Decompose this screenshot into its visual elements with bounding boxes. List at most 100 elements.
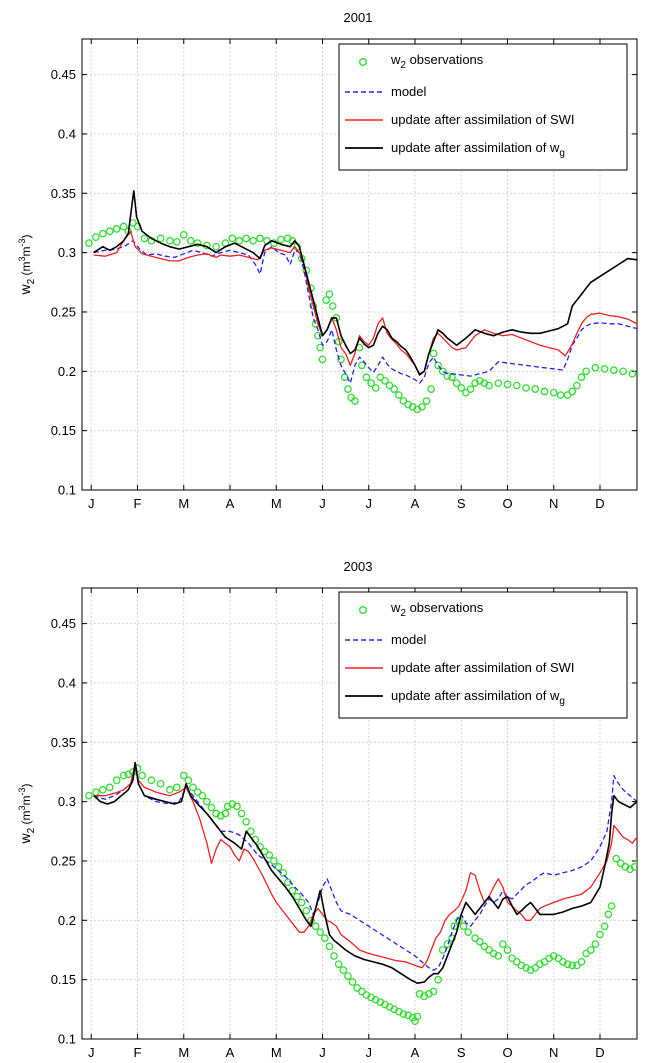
- chart-panel-2001: 2001 0.1 0.15 0.2 0.25 0.3 0.35 0.4 0.45 J F M A M J J…: [17, 10, 638, 511]
- y-axis-label-part: m: [19, 246, 33, 256]
- observation-point: [586, 946, 595, 954]
- observation-point: [512, 381, 521, 390]
- y-axis-label-part: ): [19, 783, 33, 787]
- legend-label-main: update after assimilation of w: [391, 140, 560, 155]
- x-tick-label: A: [226, 496, 235, 511]
- observation-point: [98, 785, 107, 794]
- observation-point: [316, 343, 325, 352]
- observation-point: [166, 785, 174, 794]
- observation-point: [138, 771, 146, 780]
- x-tick-label: S: [457, 1045, 466, 1060]
- y-tick-label: 0.25: [51, 304, 76, 319]
- observation-point: [242, 817, 251, 826]
- y-axis-label: w2 (m3m-3): [17, 234, 37, 295]
- legend-marker: [359, 58, 368, 67]
- observation-point: [274, 863, 283, 871]
- y-axis-label-part: 3: [17, 805, 27, 810]
- observation-point: [325, 290, 334, 299]
- observation-point: [156, 779, 165, 788]
- observation-point: [357, 361, 366, 370]
- observation-point: [577, 958, 586, 966]
- observation-point: [641, 848, 646, 854]
- y-tick-label: 0.2: [58, 364, 76, 379]
- observation-point: [105, 783, 114, 792]
- legend-box: [338, 43, 628, 171]
- legend-box: [338, 591, 628, 719]
- legend-label: model: [391, 632, 427, 647]
- observation-point: [330, 952, 338, 960]
- observation-point: [573, 381, 581, 390]
- x-tick-label: M: [178, 1045, 189, 1060]
- legend-label: update after assimilation of wg: [391, 688, 565, 707]
- observation-point: [429, 349, 438, 358]
- observation-point: [499, 940, 507, 948]
- observation-point: [293, 892, 301, 901]
- observation-point: [434, 361, 442, 370]
- plot-area: [85, 190, 637, 414]
- observation-point: [237, 809, 246, 818]
- observation-point: [112, 225, 121, 233]
- y-axis-label-part: ): [19, 234, 33, 238]
- observation-point: [228, 234, 237, 243]
- observation-point: [92, 233, 100, 242]
- observation-point: [457, 384, 466, 392]
- swi-update-series-line: [93, 763, 637, 969]
- x-tick-label: J: [88, 1045, 95, 1060]
- x-tick-label: F: [134, 496, 142, 511]
- observation-point: [189, 783, 197, 792]
- observation-point: [568, 961, 577, 970]
- observation-point: [246, 827, 255, 836]
- observation-point: [503, 380, 512, 389]
- x-tick-label: J: [366, 496, 373, 511]
- y-axis-label-part: w: [17, 833, 33, 845]
- legend-label-main: update after assimilation of SWI: [391, 112, 575, 127]
- observation-point: [172, 238, 181, 246]
- y-tick-label: 0.45: [51, 67, 76, 82]
- observation-point: [418, 403, 426, 411]
- observation-point: [563, 960, 572, 969]
- observation-point: [339, 966, 348, 975]
- legend-label: update after assimilation of wg: [391, 140, 565, 159]
- legend-label-main: model: [391, 632, 427, 647]
- legend-label-main: model: [391, 84, 427, 99]
- observation-point: [429, 987, 438, 996]
- observation-point: [434, 975, 442, 984]
- observation-point: [344, 385, 352, 393]
- observation-point: [619, 367, 627, 376]
- x-tick-label: F: [134, 1045, 142, 1060]
- y-tick-label: 0.15: [51, 972, 76, 987]
- observation-point: [448, 934, 456, 942]
- observation-point: [612, 854, 621, 863]
- observation-point: [318, 355, 327, 364]
- observation-point: [85, 791, 93, 800]
- x-tick-label: M: [178, 496, 189, 511]
- observation-point: [628, 369, 637, 378]
- x-tick-label: J: [319, 1045, 326, 1060]
- observation-point: [591, 363, 600, 372]
- y-tick-label: 0.1: [58, 483, 76, 498]
- observation-point: [207, 803, 216, 812]
- y-tick-label: 0.35: [51, 735, 76, 750]
- observation-point: [105, 227, 114, 236]
- x-tick-label: D: [595, 496, 604, 511]
- observation-point: [179, 771, 188, 780]
- y-axis-label-part: (m: [19, 811, 33, 828]
- y-axis-label-part: w: [17, 284, 33, 296]
- y-axis-label-part: 3: [17, 256, 27, 261]
- legend-label: update after assimilation of SWI: [391, 660, 575, 675]
- observation-point: [119, 771, 128, 780]
- x-tick-label: S: [457, 496, 466, 511]
- plot-area: [85, 761, 646, 1026]
- legend-label: update after assimilation of SWI: [391, 112, 575, 127]
- x-tick-label: J: [319, 496, 326, 511]
- observation-point: [140, 234, 149, 243]
- observation-point: [322, 296, 331, 304]
- x-tick-label: A: [411, 1045, 420, 1060]
- legend-label-main: w: [390, 600, 401, 615]
- observation-point: [371, 384, 380, 392]
- legend-label-main: update after assimilation of SWI: [391, 660, 575, 675]
- y-tick-label: 0.45: [51, 616, 76, 631]
- observation-point: [475, 937, 484, 946]
- x-tick-label: O: [502, 496, 512, 511]
- observation-point: [522, 384, 530, 392]
